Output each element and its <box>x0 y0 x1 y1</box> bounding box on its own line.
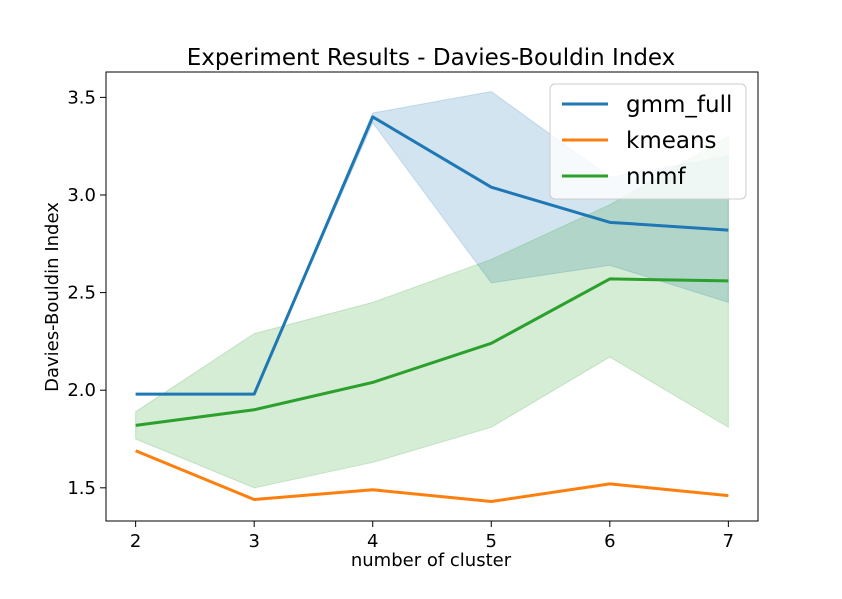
line-gmm_full <box>135 115 729 396</box>
legend-label-gmm_full: gmm_full <box>626 92 732 118</box>
y-tick-label: 3.5 <box>67 87 96 108</box>
legend-box <box>549 83 747 200</box>
legend-label-kmeans: kmeans <box>626 128 717 154</box>
chart-title: Experiment Results - Davies-Bouldin Inde… <box>187 45 676 71</box>
series-lines <box>135 115 729 503</box>
line-nnmf <box>135 277 729 427</box>
x-tick-label: 2 <box>130 531 141 552</box>
x-tick-label: 5 <box>486 531 497 552</box>
x-tick-label: 3 <box>248 531 259 552</box>
band-nnmf <box>135 135 729 489</box>
y-axis-ticks: 1.5 2.0 2.5 3.0 3.5 <box>67 87 106 499</box>
plot-area-frame <box>105 71 759 522</box>
x-tick-label: 4 <box>367 531 378 552</box>
x-tick-label: 6 <box>604 531 615 552</box>
y-tick-label: 2.5 <box>67 283 96 304</box>
y-tick-label: 1.5 <box>67 478 96 499</box>
x-axis-label: number of cluster <box>351 550 512 571</box>
x-axis-ticks: 2 3 4 5 6 7 <box>130 521 734 552</box>
x-tick-label: 7 <box>723 531 734 552</box>
line-kmeans <box>135 449 729 503</box>
legend-label-nnmf: nnmf <box>626 164 687 190</box>
y-tick-label: 2.0 <box>67 380 96 401</box>
y-axis-label: Davies-Bouldin Index <box>42 202 63 392</box>
y-tick-label: 3.0 <box>67 185 96 206</box>
